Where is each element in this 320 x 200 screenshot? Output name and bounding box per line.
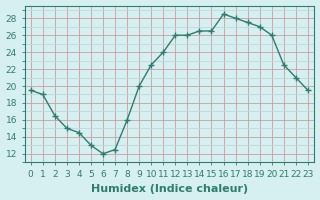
X-axis label: Humidex (Indice chaleur): Humidex (Indice chaleur) — [91, 184, 248, 194]
